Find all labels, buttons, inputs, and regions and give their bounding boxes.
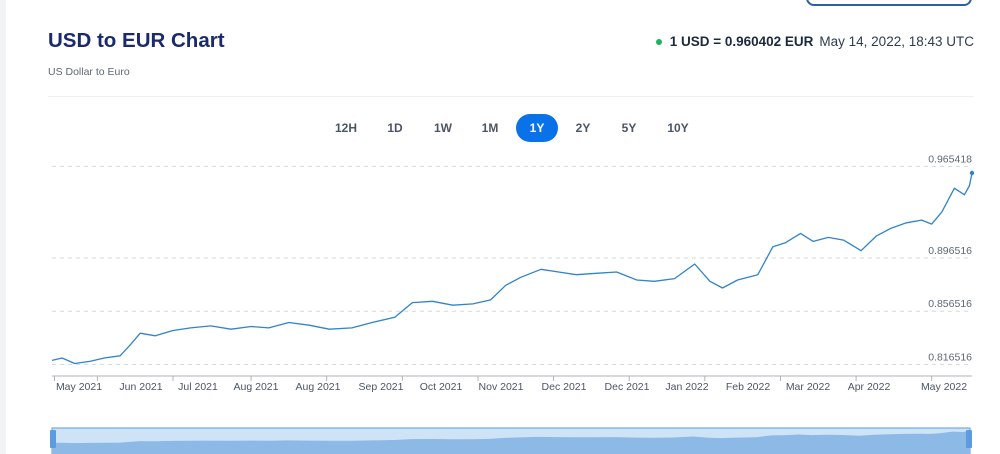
y-tick-label: 0.816516 [928,351,972,363]
range-12h[interactable]: 12H [334,121,357,135]
y-tick-label: 0.896516 [928,245,972,257]
y-tick-label: 0.965418 [928,153,972,165]
latest-point [969,170,975,176]
navigator-handle[interactable] [50,430,56,448]
x-tick-label: Jul 2021 [178,381,218,393]
x-tick-label: Apr 2022 [848,381,891,393]
x-tick-label: Dec 2021 [605,381,650,393]
header-divider [48,96,974,97]
y-axis-labels: 0.816516 0.856516 0.896516 0.965418 [928,153,972,363]
range-2y[interactable]: 2Y [575,121,591,135]
x-tick-label: Jan 2022 [665,381,708,393]
live-dot-icon [655,38,662,45]
current-rate: 1 USD = 0.960402 EUR May 14, 2022, 18:43… [655,34,974,49]
series-group [51,170,975,365]
x-tick-label: Aug 2021 [296,381,341,393]
page-left-edge [0,0,6,454]
range-1d[interactable]: 1D [387,121,403,135]
navigator-area [52,430,970,454]
x-tick-label: Oct 2021 [420,381,463,393]
range-5y[interactable]: 5Y [621,121,637,135]
rate-value: 1 USD = 0.960402 EUR [669,34,814,49]
range-10y[interactable]: 10Y [667,121,689,135]
navigator [50,427,972,454]
x-tick-label: Aug 2021 [234,381,279,393]
range-1m[interactable]: 1M [481,121,499,135]
x-tick-label: Dec 2021 [542,381,587,393]
y-tick-label: 0.856516 [928,298,972,310]
x-tick-label: Sep 2021 [359,381,404,393]
x-axis: May 2021 Jun 2021 Jul 2021 Aug 2021 Aug 2021… [52,375,972,393]
x-tick-label: Feb 2022 [726,381,771,393]
x-tick-label: Nov 2021 [479,381,524,393]
grid-lines [52,165,972,365]
x-tick-label: May 2021 [56,381,102,393]
series-line [51,172,973,365]
navigator-handle[interactable] [966,430,972,448]
x-tick-label: May 2022 [921,381,967,393]
range-1y[interactable]: 1Y [516,114,558,142]
range-selector: 12H 1D 1W 1M 1Y 2Y 5Y 10Y [0,114,1000,142]
range-1w[interactable]: 1W [434,121,452,135]
rate-timestamp: May 14, 2022, 18:43 UTC [819,34,974,49]
x-tick-label: Mar 2022 [786,381,831,393]
chart-subtitle: US Dollar to Euro [48,66,130,78]
chart-title: USD to EUR Chart [48,29,225,52]
x-tick-label: Jun 2021 [119,381,162,393]
